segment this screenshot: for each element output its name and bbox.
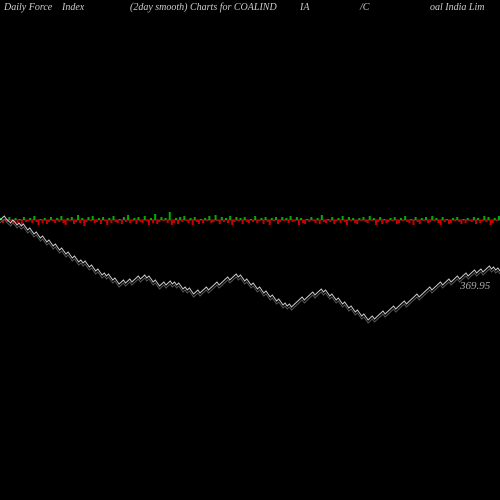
- title-part-4: IA: [300, 2, 309, 13]
- title-part-5: /C: [360, 2, 369, 13]
- title-part-2: Index: [62, 2, 84, 13]
- chart-area: 369.95: [0, 20, 500, 500]
- title-part-3: (2day smooth) Charts for COALIND: [130, 2, 277, 13]
- title-part-1: Daily Force: [4, 2, 52, 13]
- chart-header: Daily Force Index (2day smooth) Charts f…: [0, 2, 500, 18]
- price-value-label: 369.95: [460, 280, 490, 292]
- force-index-chart: [0, 20, 500, 500]
- title-part-6: oal India Lim: [430, 2, 484, 13]
